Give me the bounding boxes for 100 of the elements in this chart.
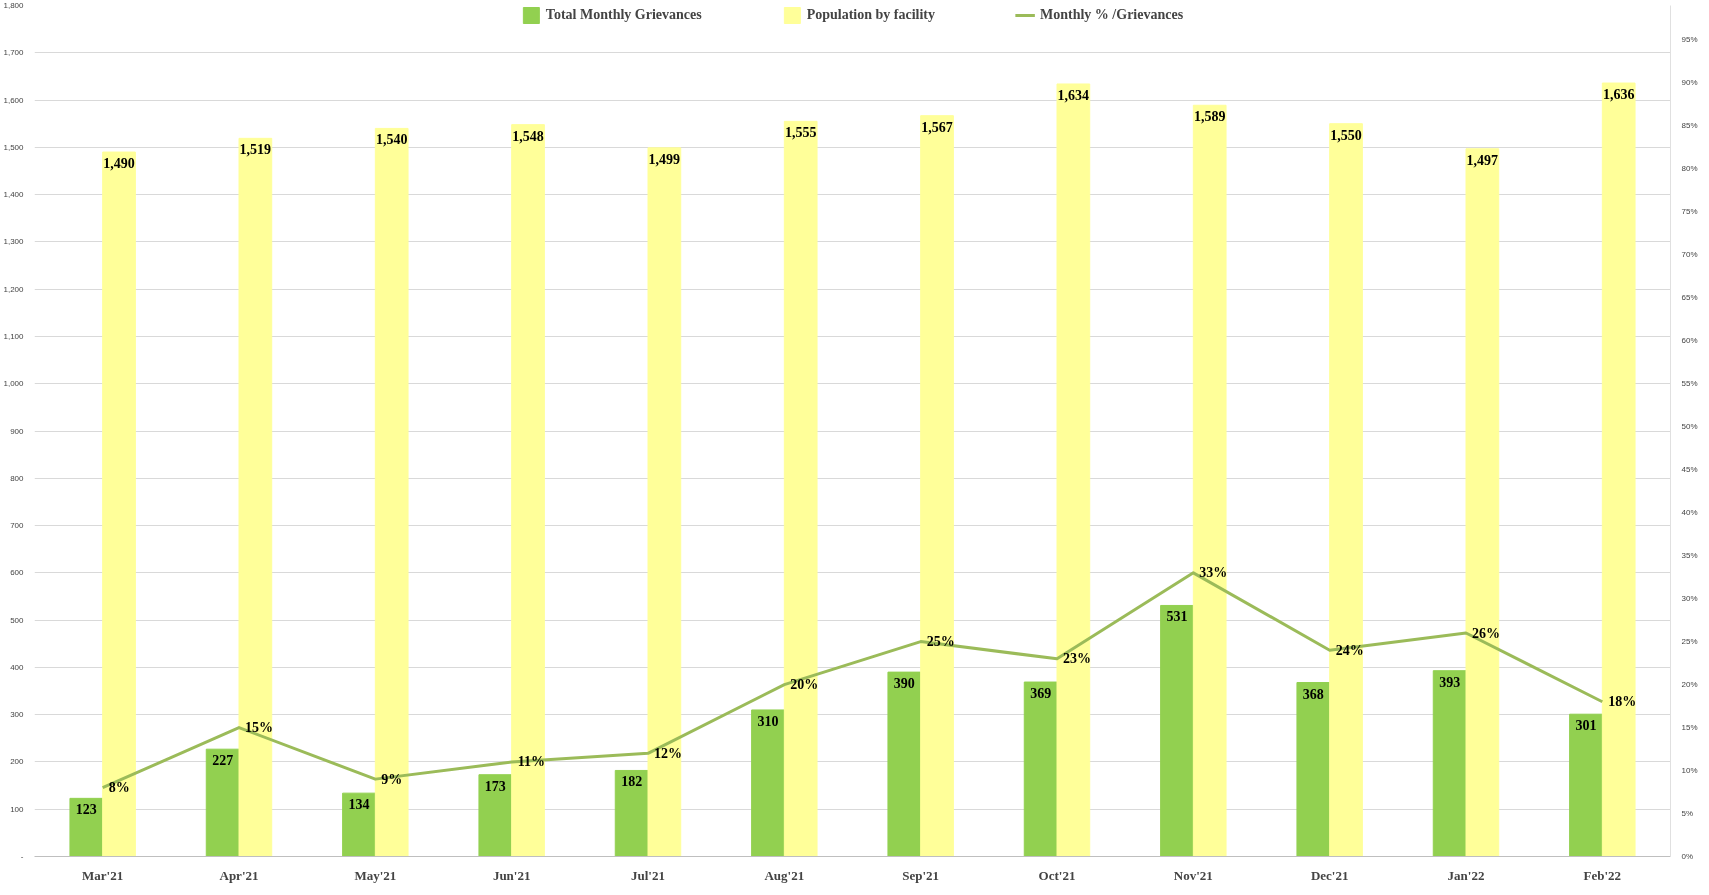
bar [478,774,513,857]
bar [920,115,954,857]
y2-tick-label: 30% [1681,594,1698,604]
y-tick-label: 1,300 [3,237,25,247]
data-label: 15% [245,720,273,736]
y-tick-label: 1,700 [3,48,25,58]
y-tick-label: 1,000 [3,379,25,389]
x-tick-label: Apr'21 [219,867,259,883]
x-tick-label: May'21 [354,867,397,883]
data-label: 1,550 [1330,127,1362,143]
x-tick-label: Feb'22 [1583,867,1622,883]
data-label: 24% [1335,642,1364,658]
y2-tick-label: 5% [1681,809,1694,819]
bar [342,792,376,857]
x-tick-label: Aug'21 [764,867,805,883]
bar [511,124,545,857]
x-tick-label: Jan'22 [1447,867,1485,883]
data-label: 12% [654,745,682,761]
y2-tick-label: 70% [1681,250,1698,260]
legend-label: Total Monthly Grievances [545,7,702,23]
data-label: 1,499 [648,151,681,167]
x-tick-label: Sep'21 [902,867,940,883]
y-tick-label: - [20,852,24,861]
x-tick-label: Jun'21 [492,867,531,883]
data-label: 8% [108,780,130,796]
data-label: 1,589 [1193,109,1226,125]
data-label: 310 [757,713,779,729]
bar [1192,104,1227,857]
x-tick-label: Dec'21 [1310,867,1349,883]
y2-tick-label: 15% [1681,723,1698,733]
y-tick-label: 200 [10,757,25,767]
data-label: 1,555 [784,125,817,141]
data-label: 368 [1302,686,1324,702]
y-tick-label: 900 [10,426,25,436]
y-tick-label: 1,100 [3,331,25,341]
y-tick-label: 800 [10,473,25,483]
y-tick-label: 1,500 [3,142,25,152]
y2-tick-label: 90% [1681,78,1698,88]
bar [887,671,922,857]
y2-tick-label: 80% [1681,164,1698,174]
data-label: 11% [517,754,545,770]
data-label: 1,567 [921,119,953,135]
y-tick-label: 1,800 [3,1,25,10]
y-tick-label: 300 [10,710,25,720]
y2-tick-label: 95% [1681,35,1698,45]
y2-tick-label: 60% [1681,336,1698,346]
y2-tick-label: 65% [1681,293,1698,303]
bar [205,748,240,857]
x-tick-label: Mar'21 [82,867,124,883]
bar [1569,713,1603,857]
bar [69,797,104,857]
data-label: 1,636 [1602,87,1635,103]
data-label: 23% [1063,651,1091,667]
data-label: 1,634 [1057,87,1090,103]
bar [102,151,136,857]
bar [1160,604,1194,857]
bar [1432,670,1467,857]
y-tick-label: 500 [10,615,25,625]
data-label: 1,490 [103,156,135,172]
y2-tick-label: 20% [1681,680,1698,690]
bar [374,127,409,857]
bar [1329,123,1363,857]
x-tick-label: Nov'21 [1173,867,1213,883]
bar [1601,82,1636,857]
y2-tick-label: 75% [1681,207,1698,217]
bar [614,769,649,857]
y2-tick-label: 35% [1681,551,1698,561]
data-label: 9% [381,771,403,787]
data-label: 26% [1472,625,1500,641]
data-label: 20% [790,677,819,693]
data-label: 369 [1030,686,1052,702]
y-tick-label: 1,600 [3,95,25,105]
data-label: 393 [1439,674,1461,690]
y2-tick-label: 85% [1681,121,1698,131]
data-label: 531 [1166,609,1188,625]
y-tick-label: 400 [10,662,25,672]
data-label: 1,540 [375,132,408,148]
data-label: 134 [348,797,370,813]
y2-tick-label: 10% [1681,766,1698,776]
y-tick-label: 700 [10,521,25,531]
x-tick-label: Oct'21 [1038,867,1076,883]
y2-tick-label: 50% [1681,422,1698,432]
data-label: 18% [1608,694,1637,710]
bar [751,709,785,857]
bar [238,137,273,857]
bar [647,147,682,857]
bar [1023,681,1058,857]
data-label: 182 [621,774,643,790]
y-tick-label: 600 [10,568,25,578]
data-label: 301 [1575,718,1597,734]
data-label: 390 [893,676,915,692]
data-label: 1,548 [512,128,544,144]
data-label: 25% [926,634,955,650]
y2-tick-label: 40% [1681,508,1698,518]
y-tick-label: 1,200 [3,284,25,294]
data-label: 123 [75,802,97,818]
y-tick-label: 100 [10,804,25,814]
data-label: 33% [1199,565,1228,581]
y2-tick-label: 0% [1681,852,1694,861]
bar [1296,682,1331,857]
